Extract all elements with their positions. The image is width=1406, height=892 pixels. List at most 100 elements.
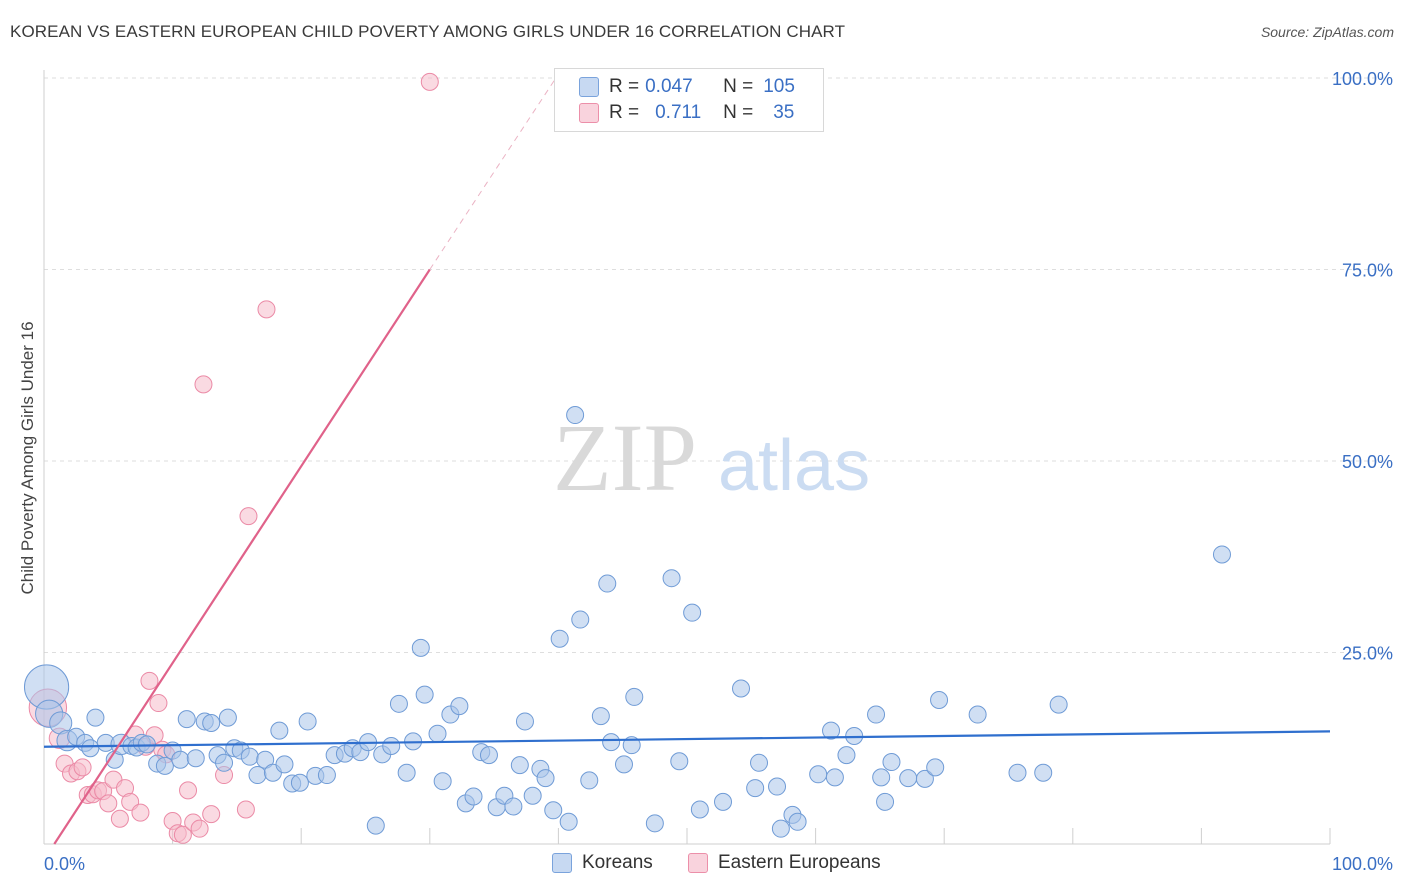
koreans-point: [270, 721, 289, 740]
koreans-point: [411, 638, 430, 657]
bottom-legend-koreans: Koreans: [552, 852, 653, 874]
y-tick-label: 100.0%: [1332, 69, 1393, 89]
koreans-point: [397, 763, 416, 782]
koreans-point: [202, 713, 221, 732]
koreans-point: [248, 766, 267, 785]
eastern-europeans-point: [73, 758, 92, 777]
koreans-point: [645, 814, 664, 833]
koreans-point: [290, 773, 309, 792]
grid-lines: [44, 77, 1392, 653]
bottom-swatch-eastern-europeans: [688, 853, 708, 873]
koreans-point: [1034, 763, 1053, 782]
bottom-swatch-koreans: [552, 853, 572, 873]
eastern-europeans-point: [239, 507, 258, 526]
eastern-europeans-point: [149, 694, 168, 713]
koreans-point: [732, 679, 751, 698]
koreans-point: [882, 753, 901, 772]
koreans-point: [915, 769, 934, 788]
koreans-point: [317, 766, 336, 785]
eastern-europeans-points: [28, 72, 439, 844]
koreans-points: [23, 406, 1231, 838]
koreans-point: [662, 569, 681, 588]
koreans-point: [550, 629, 569, 648]
watermark: ZIP atlas: [553, 404, 870, 511]
koreans-trend-line: [43, 730, 1331, 748]
eastern-europeans-trend-extension: [429, 73, 559, 270]
koreans-point: [867, 705, 886, 724]
eastern-europeans-point: [131, 803, 150, 822]
koreans-point: [771, 819, 790, 838]
y-tick-label: 25.0%: [1342, 644, 1393, 664]
eastern-europeans-point: [257, 300, 276, 319]
koreans-point: [275, 755, 294, 774]
koreans-point: [186, 749, 205, 768]
legend-n-label: N =: [723, 102, 754, 123]
legend-r-label: R =: [609, 102, 640, 123]
koreans-point: [714, 792, 733, 811]
koreans-point: [479, 746, 498, 765]
legend-n-value: 105: [763, 76, 795, 97]
koreans-point: [837, 746, 856, 765]
koreans-point: [155, 756, 174, 775]
legend-r-value: 0.047: [645, 76, 693, 97]
bottom-legend-eastern-europeans: Eastern Europeans: [688, 852, 881, 874]
eastern-europeans-point: [194, 375, 213, 394]
koreans-point: [750, 753, 769, 772]
koreans-point: [81, 739, 100, 758]
koreans-point: [876, 792, 895, 811]
koreans-point: [428, 724, 447, 743]
bottom-legend-eastern-europeans-label: Eastern Europeans: [718, 852, 881, 873]
koreans-point: [1049, 695, 1068, 714]
koreans-point: [382, 736, 401, 755]
koreans-point: [366, 816, 385, 835]
legend-swatch-koreans: [579, 77, 599, 97]
koreans-point: [1008, 763, 1027, 782]
koreans-point: [625, 687, 644, 706]
koreans-point: [504, 797, 523, 816]
koreans-point: [872, 768, 891, 787]
koreans-point: [536, 769, 555, 788]
koreans-point: [670, 752, 689, 771]
koreans-point: [559, 812, 578, 831]
eastern-europeans-point: [99, 794, 118, 813]
koreans-point: [415, 685, 434, 704]
koreans-point: [298, 712, 317, 731]
legend-n-label: N =: [723, 76, 754, 97]
koreans-point: [788, 812, 807, 831]
eastern-europeans-point: [202, 805, 221, 824]
eastern-europeans-point: [190, 819, 209, 838]
legend-r-label: R =: [609, 76, 640, 97]
koreans-point: [240, 747, 259, 766]
y-tick-label: 50.0%: [1342, 452, 1393, 472]
tick-labels: 25.0% 50.0% 75.0% 100.0% 0.0% 100.0%: [44, 69, 1393, 874]
koreans-point: [822, 721, 841, 740]
koreans-point: [968, 705, 987, 724]
eastern-europeans-point: [236, 800, 255, 819]
koreans-point: [544, 801, 563, 820]
koreans-point: [566, 406, 585, 425]
koreans-point: [591, 707, 610, 726]
eastern-europeans-point: [173, 825, 192, 844]
koreans-point: [746, 779, 765, 798]
eastern-europeans-point: [179, 781, 198, 800]
source-label: Source: ZipAtlas.com: [1260, 24, 1394, 40]
koreans-point: [433, 772, 452, 791]
koreans-point: [510, 756, 529, 775]
x-tick-label: 0.0%: [44, 854, 85, 874]
koreans-point: [571, 610, 590, 629]
koreans-point: [171, 750, 190, 769]
koreans-point: [926, 758, 945, 777]
koreans-point: [218, 708, 237, 727]
legend-r-value: 0.711: [655, 102, 702, 123]
legend-row-eastern-europeans: R = 0.711 N = 35: [579, 101, 794, 125]
koreans-point: [464, 787, 483, 806]
chart-title: KOREAN VS EASTERN EUROPEAN CHILD POVERTY…: [10, 22, 846, 41]
legend-n-value: 35: [773, 102, 795, 123]
koreans-point: [580, 771, 599, 790]
koreans-point: [215, 753, 234, 772]
eastern-europeans-point: [110, 809, 129, 828]
watermark-atlas: atlas: [718, 426, 870, 506]
koreans-point: [602, 733, 621, 752]
correlation-legend: R = 0.047 N = 105 R = 0.711 N = 35: [554, 68, 824, 132]
